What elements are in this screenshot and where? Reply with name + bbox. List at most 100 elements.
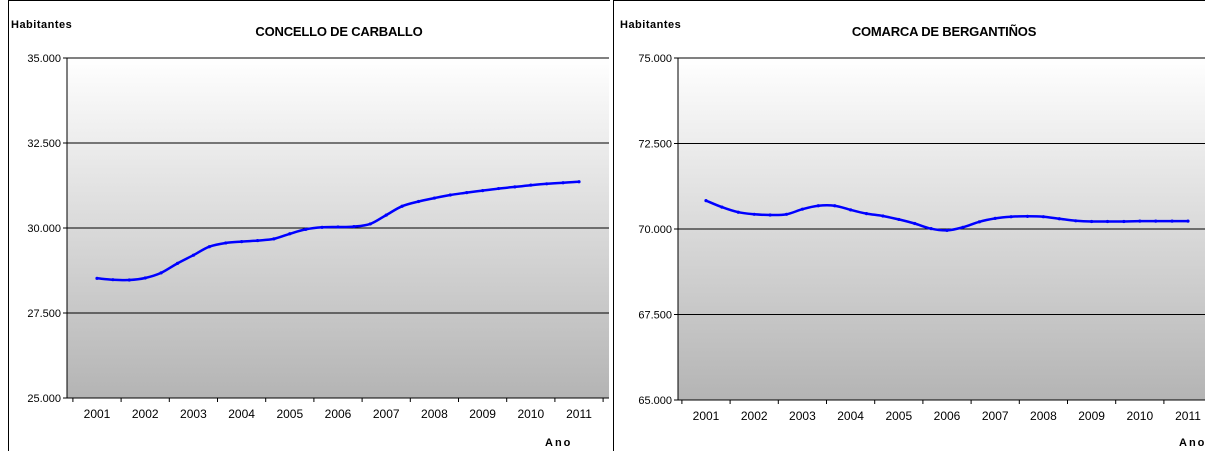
x-tick-label: 2011 <box>1175 409 1201 423</box>
data-point <box>881 214 885 218</box>
y-tick-label: 32.500 <box>27 138 61 150</box>
data-point <box>496 186 501 191</box>
data-point <box>448 193 452 197</box>
y-tick-label: 35.000 <box>27 53 61 65</box>
data-point <box>704 199 708 203</box>
data-point <box>224 241 228 245</box>
data-point <box>768 213 772 217</box>
data-point <box>159 271 163 275</box>
data-point <box>272 237 276 241</box>
data-point <box>320 225 324 229</box>
x-tick-label: 2011 <box>566 407 592 421</box>
data-point <box>864 212 869 216</box>
data-point <box>529 183 533 187</box>
y-tick-label: 65.000 <box>638 395 672 407</box>
chart-title: CONCELLO DE CARBALLO <box>255 24 423 39</box>
chart-carballo: Habitantes CONCELLO DE CARBALLO 25.000 27… <box>8 0 610 451</box>
data-point <box>993 216 997 220</box>
x-axis-label: Ano <box>1179 437 1205 449</box>
data-point <box>913 221 917 226</box>
data-point <box>368 222 372 226</box>
data-point <box>1009 215 1013 219</box>
x-tick-label: 2010 <box>517 407 544 421</box>
x-tick-label: 2002 <box>132 407 159 421</box>
y-tick-label: 72.500 <box>638 139 672 151</box>
y-axis-label: Habitantes <box>11 19 73 31</box>
x-tick-label: 2004 <box>228 407 255 421</box>
data-point <box>288 232 292 236</box>
x-axis-label: Ano <box>545 437 573 449</box>
chart-title: COMARCA DE BERGANTIÑOS <box>851 24 1037 39</box>
x-tick-label: 2005 <box>885 409 912 423</box>
data-point <box>207 245 211 249</box>
data-point <box>240 240 244 244</box>
data-point <box>1090 219 1094 224</box>
y-tick-label: 30.000 <box>27 223 61 235</box>
data-point <box>416 199 421 204</box>
data-point <box>1186 219 1190 223</box>
x-tick-label: 2009 <box>469 407 496 421</box>
data-point <box>577 180 581 184</box>
x-tick-label: 2001 <box>84 407 111 421</box>
data-point <box>1025 214 1030 218</box>
data-point <box>929 227 933 231</box>
data-point <box>752 212 756 216</box>
y-tick-label: 70.000 <box>638 224 672 236</box>
data-point <box>400 204 404 208</box>
data-point <box>95 276 99 280</box>
y-tick-label: 75.000 <box>638 53 672 65</box>
data-point <box>1074 219 1078 223</box>
x-tick-label: 2002 <box>741 409 768 423</box>
data-point <box>736 210 740 214</box>
data-point <box>833 204 837 208</box>
data-point <box>127 278 131 282</box>
x-tick-label: 2006 <box>325 407 352 421</box>
data-point <box>784 212 789 216</box>
data-point <box>1170 219 1174 223</box>
data-point <box>945 228 949 232</box>
data-point <box>545 182 549 186</box>
x-tick-label: 2008 <box>1030 409 1057 423</box>
data-point <box>977 220 981 224</box>
data-point <box>1154 219 1158 223</box>
x-tick-label: 2005 <box>276 407 303 421</box>
data-point <box>175 261 180 265</box>
data-point <box>513 185 517 189</box>
data-point <box>816 204 820 208</box>
x-tick-label: 2006 <box>934 409 961 423</box>
x-tick-label: 2007 <box>373 407 400 421</box>
chart-bergantinos: Habitantes COMARCA DE BERGANTIÑOS 65.000… <box>613 0 1205 451</box>
data-point <box>897 217 901 222</box>
x-tick-label: 2010 <box>1126 409 1153 423</box>
data-point <box>481 189 485 193</box>
data-point <box>336 225 340 229</box>
y-tick-label: 27.500 <box>27 308 61 320</box>
data-point <box>304 227 308 231</box>
y-tick-label: 67.500 <box>638 310 672 322</box>
x-tick-label: 2009 <box>1078 409 1105 423</box>
x-tick-label: 2001 <box>693 409 720 423</box>
x-tick-label: 2008 <box>421 407 448 421</box>
data-point <box>1041 215 1045 219</box>
data-point <box>849 208 853 212</box>
data-point <box>1122 219 1126 224</box>
data-point <box>384 213 388 217</box>
data-point <box>255 238 260 243</box>
data-point <box>1057 217 1061 221</box>
x-tick-label: 2007 <box>982 409 1009 423</box>
x-tick-label: 2003 <box>180 407 207 421</box>
x-tick-label: 2004 <box>837 409 864 423</box>
y-tick-label: 25.000 <box>27 393 61 405</box>
data-point <box>800 207 804 211</box>
plot-area: 25.000 27.500 30.000 32.500 35.000 2001 2002 20… <box>27 53 609 421</box>
data-point <box>465 191 469 195</box>
y-axis-label: Habitantes <box>620 19 682 31</box>
data-point <box>432 196 436 200</box>
data-point <box>111 278 115 282</box>
data-point <box>1138 219 1142 223</box>
x-tick-label: 2003 <box>789 409 816 423</box>
data-point <box>191 253 195 257</box>
data-point <box>352 225 356 229</box>
plot-area: 65.000 67.500 70.000 72.500 75.000 2001 2002 20… <box>638 53 1205 423</box>
data-point <box>143 276 147 280</box>
